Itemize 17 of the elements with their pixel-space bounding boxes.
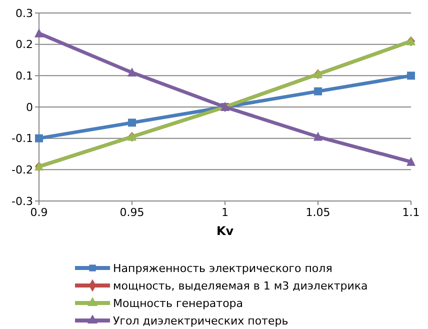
x-tick-label: 0.9 xyxy=(30,206,48,219)
x-tick-label: 1.1 xyxy=(402,206,420,219)
y-tick-label: 0 xyxy=(26,100,33,114)
y-tick-label: 0.2 xyxy=(16,38,33,52)
x-tick-label: 0.95 xyxy=(120,206,144,219)
y-tick-label: -0.3 xyxy=(12,194,33,208)
x-axis-title: Kv xyxy=(216,224,234,238)
legend-label: Мощность генератора xyxy=(113,296,244,310)
y-tick-label: 0.1 xyxy=(16,70,33,83)
legend-label: Напряженность электрического поля xyxy=(113,262,332,275)
legend-label: Угол диэлектрических потерь xyxy=(113,314,288,328)
y-tick-label: 0.3 xyxy=(16,6,33,20)
x-tick-label: 1.05 xyxy=(306,206,330,219)
legend-label: мощность, выделяемая в 1 м3 диэлектрика xyxy=(113,279,368,292)
y-tick-label: -0.2 xyxy=(12,164,33,177)
y-tick-label: -0.1 xyxy=(12,132,33,146)
x-tick-label: 1 xyxy=(222,206,228,219)
